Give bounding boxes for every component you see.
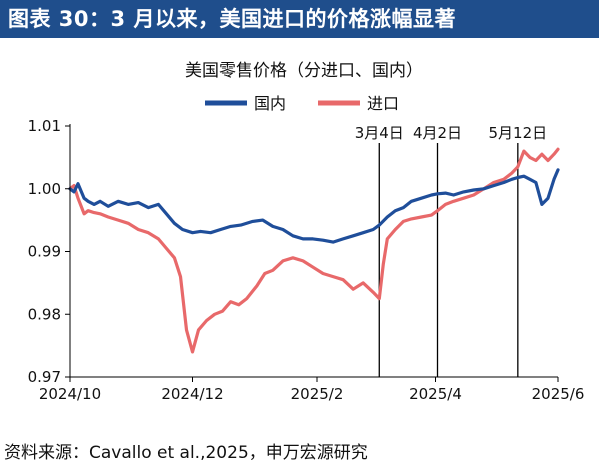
legend-label-domestic: 国内 bbox=[254, 94, 286, 113]
legend: 国内 进口 bbox=[205, 94, 399, 113]
y-tick-label-1: 0.98 bbox=[28, 305, 61, 323]
chart: 美国零售价格（分进口、国内） 国内 进口 3月4日 4月2日 5月12日 0.970… bbox=[28, 61, 585, 403]
y-tick-label-2: 0.99 bbox=[28, 243, 61, 261]
source-note: 资料来源：Cavallo et al.,2025，申万宏源研究 bbox=[4, 443, 368, 463]
y-tick-label-0: 0.97 bbox=[28, 368, 61, 386]
x-tick-label-3: 2025/4 bbox=[409, 385, 462, 403]
annotation-label-0: 3月4日 bbox=[355, 124, 404, 142]
legend-label-imported: 进口 bbox=[367, 94, 399, 113]
figure-title: 图表 30：3 月以来，美国进口的价格涨幅显著 bbox=[0, 0, 599, 38]
x-tick-label-1: 2024/12 bbox=[161, 385, 223, 403]
series-line-0 bbox=[68, 168, 560, 244]
annotations: 3月4日 4月2日 5月12日 bbox=[355, 124, 547, 377]
y-tick-label-3: 1.00 bbox=[28, 180, 61, 198]
series-line-1 bbox=[68, 147, 560, 354]
annotation-label-1: 4月2日 bbox=[413, 124, 462, 142]
x-tick-label-4: 2025/6 bbox=[532, 385, 585, 403]
chart-title: 美国零售价格（分进口、国内） bbox=[185, 61, 423, 81]
series-layer bbox=[68, 147, 560, 354]
x-tick-label-2: 2025/2 bbox=[291, 385, 344, 403]
y-tick-label-4: 1.01 bbox=[28, 117, 61, 135]
axes: 0.97 0.98 0.99 1.00 1.01 2024/10 2024/12 2025/2… bbox=[28, 117, 585, 403]
x-tick-label-0: 2024/10 bbox=[39, 385, 101, 403]
annotation-label-2: 5月12日 bbox=[489, 124, 548, 142]
